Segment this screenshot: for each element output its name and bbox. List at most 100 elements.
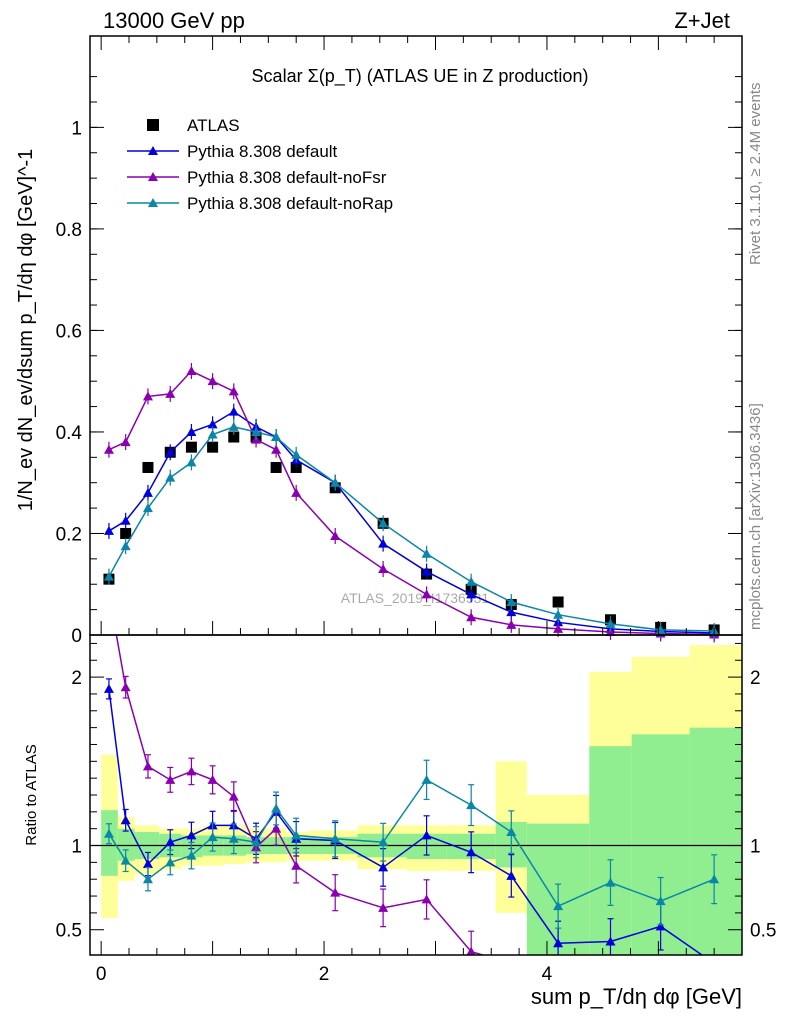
data-point (165, 388, 176, 398)
data-point (207, 376, 218, 386)
ratio-point (421, 830, 432, 840)
data-point (120, 437, 131, 447)
ratio-point (207, 774, 218, 784)
header-energy: 13000 GeV pp (103, 8, 245, 33)
data-point (421, 548, 432, 558)
data-point (421, 566, 432, 576)
x-tick-label: 2 (319, 964, 330, 985)
ratio-y-tick-label: 2 (71, 668, 82, 689)
ratio-point (466, 800, 477, 810)
ratio-point (228, 833, 239, 843)
legend-label: Pythia 8.308 default (187, 142, 338, 161)
x-tick-label: 4 (542, 964, 553, 985)
data-point (207, 441, 219, 453)
header-process: Z+Jet (674, 8, 730, 33)
main-y-axis-label: 1/N_ev dN_ev/dsum p_T/dη dφ [GeV]^-1 (15, 149, 37, 512)
y-tick-label: 1 (71, 118, 82, 139)
data-point (466, 576, 477, 586)
data-point (378, 538, 389, 548)
legend-label: Pythia 8.308 default-noFsr (187, 168, 387, 187)
data-point (378, 564, 389, 574)
data-point (228, 386, 239, 396)
data-point (103, 525, 114, 535)
ratio-point (605, 936, 616, 946)
ratio-point (271, 803, 282, 813)
ratio-point (228, 791, 239, 801)
data-point (103, 444, 114, 454)
data-point (185, 441, 197, 453)
ratio-point (605, 877, 616, 887)
data-point (506, 619, 517, 629)
data-point (165, 472, 176, 482)
data-point (291, 449, 302, 459)
ratio-y-tick-label-right: 1 (750, 837, 761, 858)
data-point (553, 623, 564, 633)
data-point (506, 607, 517, 617)
ratio-point (466, 847, 477, 857)
rivet-version: Rivet 3.1.10, ≥ 2.4M events (747, 83, 764, 266)
data-point (165, 447, 176, 457)
band-stat (117, 828, 135, 861)
data-point (142, 503, 153, 513)
ratio-point (120, 855, 131, 865)
data-point (228, 406, 239, 416)
ratio-point (655, 921, 666, 931)
ratio-series-group (103, 635, 720, 955)
y-tick-label: 0.8 (56, 220, 82, 241)
ratio-point (655, 896, 666, 906)
ratio-point (506, 870, 517, 880)
ratio-y-tick-label-right: 2 (750, 668, 761, 689)
data-point (552, 596, 564, 608)
ratio-point (378, 837, 389, 847)
ratio-y-tick-label-right: 0.5 (750, 921, 776, 942)
ratio-point (120, 815, 131, 825)
ratio-point (553, 901, 564, 911)
ratio-point (165, 857, 176, 867)
data-point (271, 444, 282, 454)
data-point (228, 421, 239, 431)
y-tick-label: 0 (71, 626, 82, 647)
legend-marker (148, 146, 158, 155)
ratio-point (421, 774, 432, 784)
ratio-point (330, 833, 341, 843)
legend-marker (147, 119, 159, 131)
ratio-point (142, 761, 153, 771)
ratio-point (421, 894, 432, 904)
data-point (421, 589, 432, 599)
data-point (120, 515, 131, 525)
ratio-point (186, 850, 197, 860)
data-point (271, 432, 282, 442)
ratio-point (271, 823, 282, 833)
ratio-point (251, 837, 262, 847)
data-point (330, 531, 341, 541)
data-point (120, 541, 131, 551)
data-point (186, 457, 197, 467)
watermark: ATLAS_2019_I1736531 (341, 590, 490, 606)
ratio-point (186, 766, 197, 776)
ratio-point (378, 902, 389, 912)
band-stat (689, 727, 742, 955)
data-point (207, 429, 218, 439)
ratio-point (378, 862, 389, 872)
legend-label: Pythia 8.308 default-noRap (187, 194, 393, 213)
legend-marker (148, 172, 158, 181)
ratio-y-tick-label: 0.5 (56, 921, 82, 942)
ratio-point (142, 874, 153, 884)
data-point (553, 609, 564, 619)
data-point (142, 391, 153, 401)
ratio-y-axis-label: Ratio to ATLAS (23, 744, 40, 845)
x-axis-label: sum p_T/dη dφ [GeV] (531, 984, 742, 1009)
data-point (605, 618, 616, 628)
ratio-point (142, 859, 153, 869)
legend-marker (148, 198, 158, 207)
data-point (291, 487, 302, 497)
ratio-point (466, 946, 476, 955)
x-tick-label: 0 (96, 964, 107, 985)
ratio-point (165, 837, 176, 847)
ratio-point (330, 887, 341, 897)
ratio-y-tick-label: 1 (71, 837, 82, 858)
mcplots-credit: mcplots.cern.ch [arXiv:1306.3436] (747, 403, 764, 630)
data-point (506, 597, 517, 607)
data-point (378, 518, 389, 528)
